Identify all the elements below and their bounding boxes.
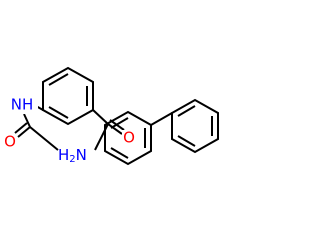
- ring: [171, 98, 219, 154]
- amine-h: H: [58, 146, 69, 164]
- double-bond: [110, 147, 129, 159]
- label-bg: [122, 130, 136, 146]
- bond: [94, 123, 109, 151]
- amine-label: H2N: [58, 146, 87, 166]
- bond: [29, 126, 59, 151]
- double-bond: [110, 117, 129, 129]
- bond: [23, 113, 31, 128]
- ring: [42, 66, 94, 126]
- double-bond: [177, 135, 196, 147]
- bond: [107, 123, 123, 135]
- oxygen-label: O: [4, 133, 16, 151]
- bond: [17, 126, 31, 138]
- structure: NH O O H2N: [4, 66, 219, 166]
- ring-c: [171, 98, 219, 154]
- amine-sub: 2: [69, 154, 75, 165]
- bond: [150, 112, 173, 126]
- nh-label: NH: [11, 96, 34, 114]
- label-bg: [6, 96, 38, 114]
- bond: [14, 122, 28, 134]
- double-bond: [48, 106, 69, 119]
- bond: [92, 109, 109, 125]
- double-bond: [177, 105, 196, 117]
- amine-n: N: [76, 146, 87, 164]
- ring-a: [42, 66, 94, 126]
- double-bond: [48, 73, 69, 86]
- oxygen-label: O: [123, 129, 135, 147]
